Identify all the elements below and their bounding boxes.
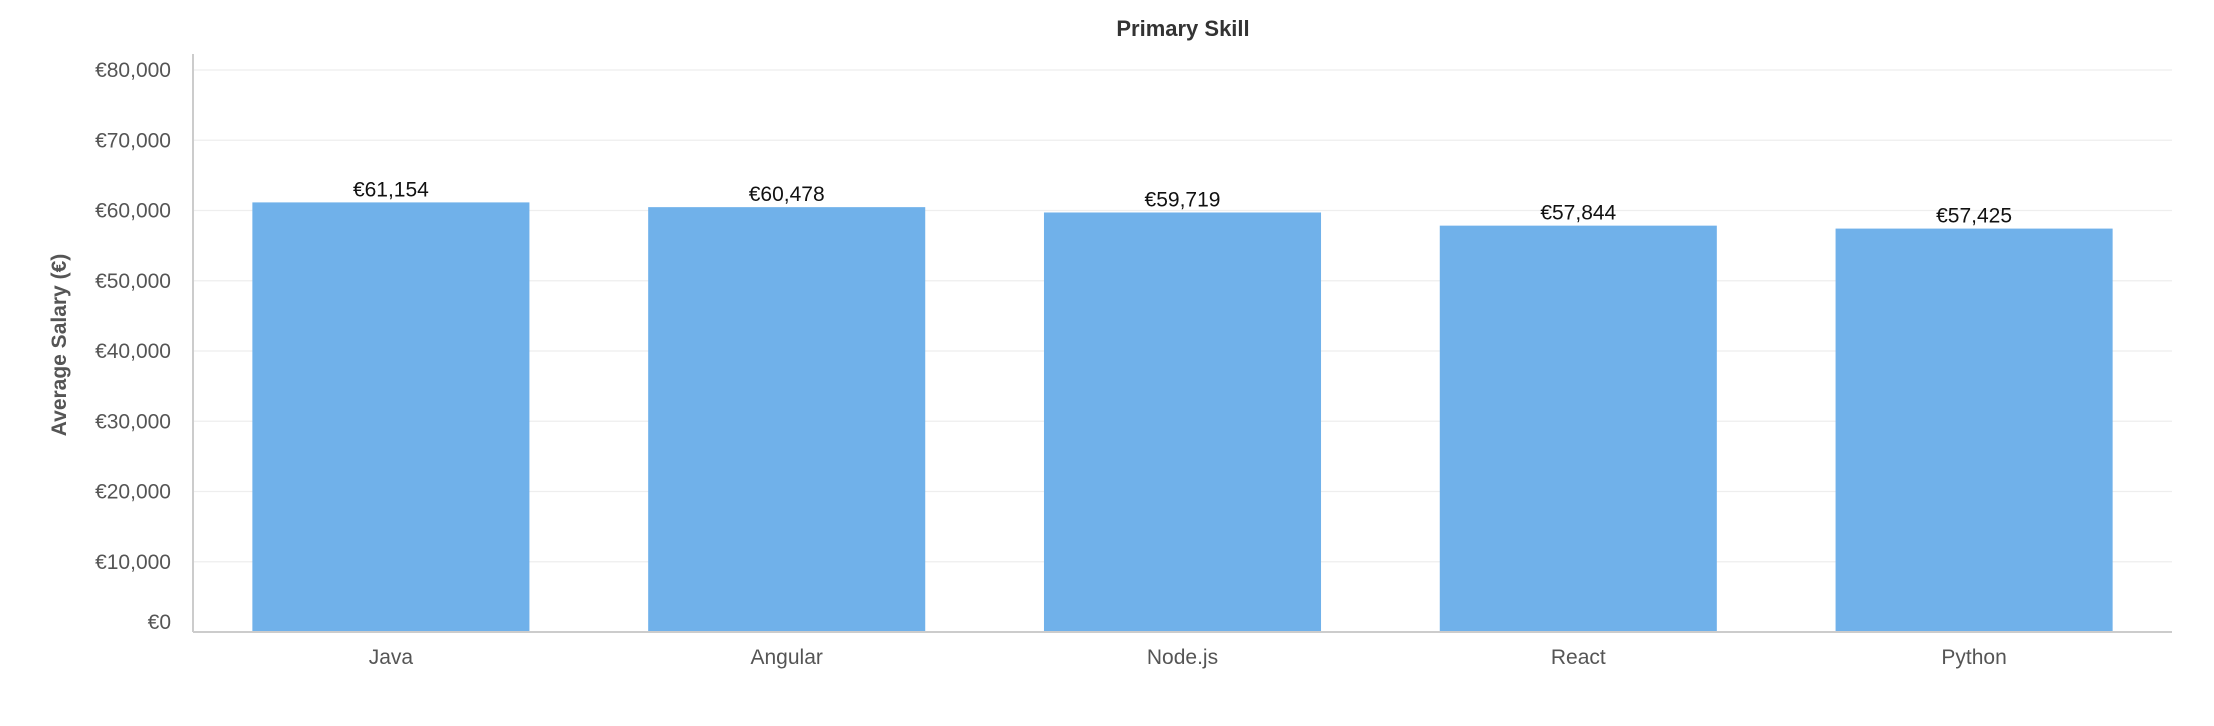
y-tick-label: €40,000 [95,340,171,363]
bar[interactable] [252,202,530,632]
data-label: €57,425 [1936,205,2012,228]
y-tick-label: €10,000 [95,551,171,574]
bar[interactable] [1043,212,1322,631]
bar[interactable] [1835,228,2113,632]
y-tick-label: €50,000 [95,270,171,293]
y-axis-ticks: €0 €10,000 €20,000 €30,000 €40,000 €50,000 €60… [95,59,171,634]
chart-title: Primary Skill [1116,16,1249,41]
y-axis-label: Average Salary (€) [48,254,71,437]
data-label: €60,478 [749,183,825,206]
x-tick-label: Java [369,646,414,669]
y-tick-label: €0 [148,611,171,634]
y-tick-label: €20,000 [95,481,171,504]
x-tick-label: Node.js [1147,646,1218,669]
data-label: €57,844 [1540,202,1616,225]
bar[interactable] [648,207,926,632]
bars [252,202,2113,632]
y-tick-label: €30,000 [95,410,171,433]
x-tick-label: React [1551,646,1606,669]
y-tick-label: €80,000 [95,59,171,82]
bar[interactable] [1439,225,1717,631]
data-label: €61,154 [353,178,429,201]
x-tick-label: Python [1941,646,2006,669]
data-labels: €61,154 €60,478 €59,719 €57,844 €57,425 [353,178,2012,227]
data-label: €59,719 [1145,188,1221,211]
y-tick-label: €70,000 [95,129,171,152]
x-axis-ticks: Java Angular Node.js React Python [369,646,2007,669]
y-tick-label: €60,000 [95,200,171,223]
x-tick-label: Angular [751,646,823,669]
